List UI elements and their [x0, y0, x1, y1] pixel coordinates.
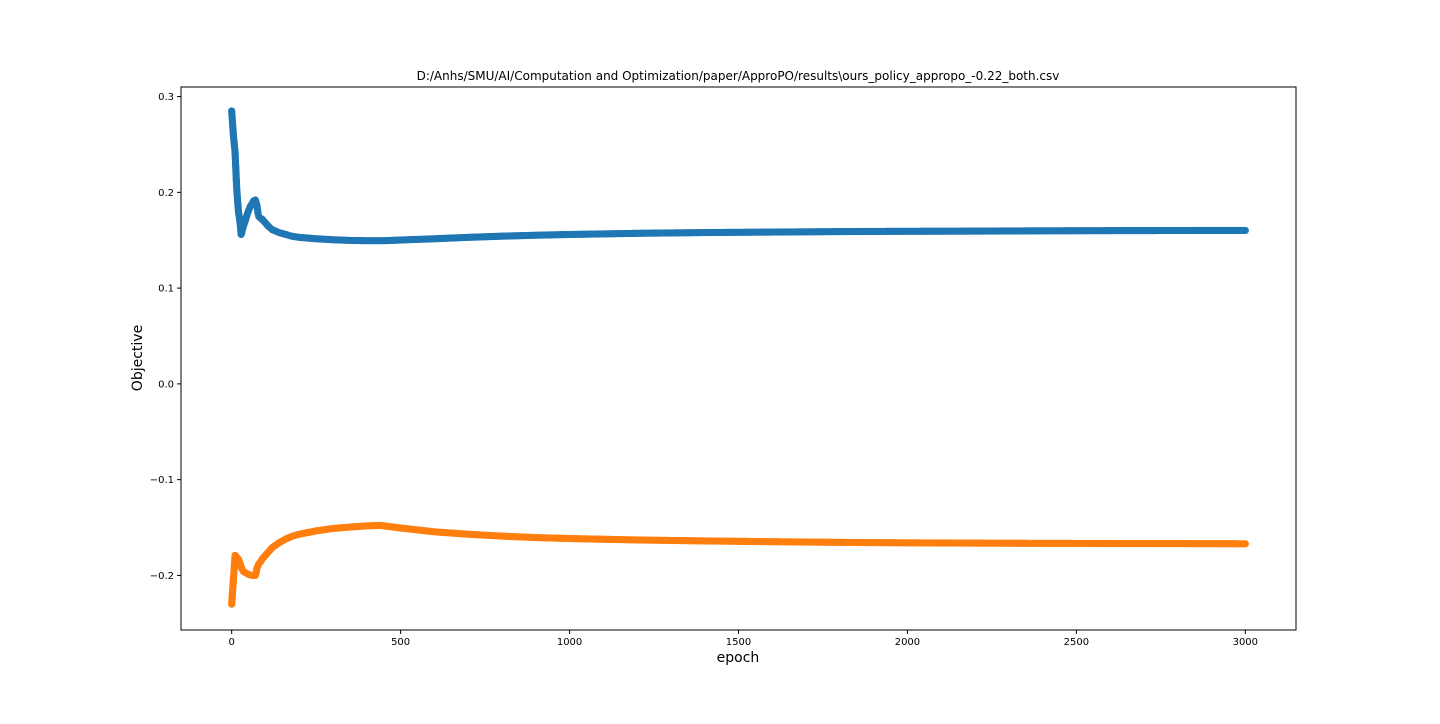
y-tick-label: −0.1 [150, 475, 174, 486]
x-axis-label: epoch [717, 650, 760, 666]
x-tick-label: 1000 [557, 637, 582, 648]
x-tick-label: 2000 [895, 637, 920, 648]
y-tick-label: −0.2 [150, 571, 174, 582]
data-point [1241, 226, 1249, 235]
y-tick-label: 0.2 [158, 188, 174, 199]
y-tick-label: 0.0 [158, 379, 174, 390]
x-axis-ticks: 0 500 1000 1500 2000 2500 3000 [228, 630, 1258, 648]
y-tick-label: 0.1 [158, 284, 174, 295]
series-markers [228, 521, 1249, 608]
series-2 [228, 521, 1249, 608]
chart-title: D:/Anhs/SMU/AI/Computation and Optimizat… [417, 69, 1060, 83]
y-axis-label: Objective [130, 325, 146, 391]
series-1 [228, 107, 1249, 245]
x-tick-label: 2500 [1064, 637, 1089, 648]
x-tick-label: 0 [228, 637, 234, 648]
y-axis-ticks: −0.2 −0.1 0.0 0.1 0.2 0.3 [150, 92, 181, 582]
x-tick-label: 1500 [726, 637, 751, 648]
data-point [1241, 540, 1249, 548]
x-tick-label: 3000 [1233, 637, 1258, 648]
x-tick-label: 500 [391, 637, 410, 648]
y-tick-label: 0.3 [158, 92, 174, 103]
series-layer [228, 107, 1249, 608]
series-markers [228, 107, 1249, 245]
